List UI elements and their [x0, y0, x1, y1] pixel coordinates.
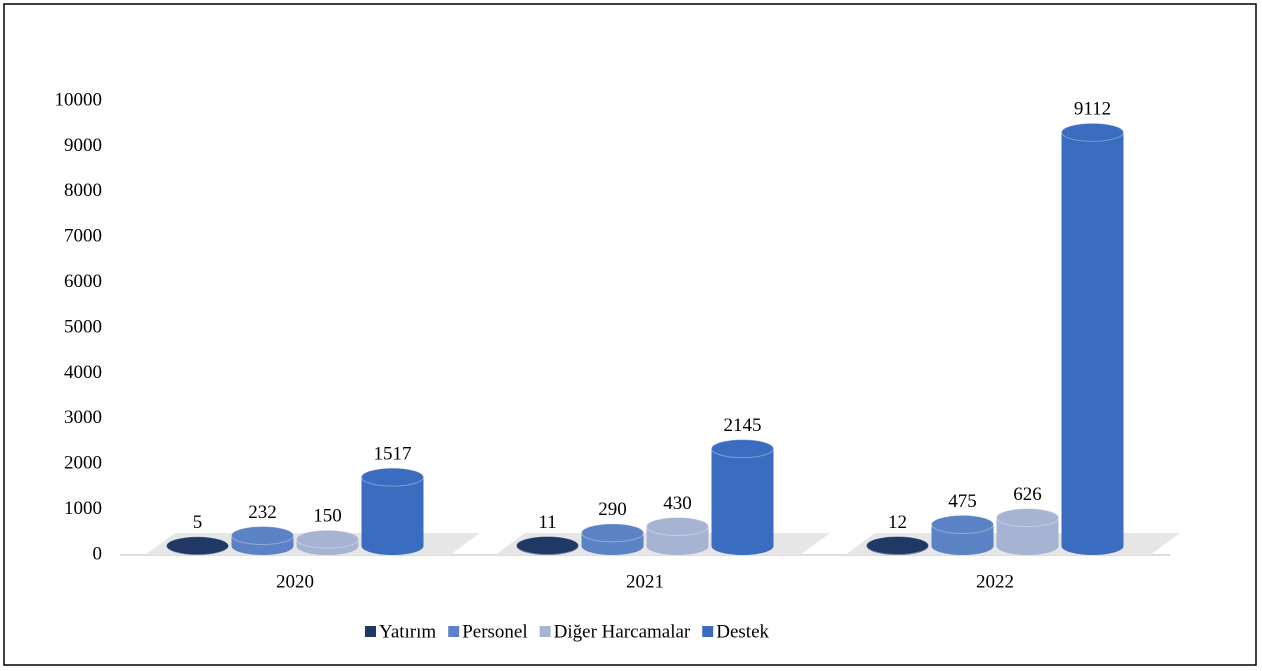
x-tick-label: 2022: [976, 571, 1014, 592]
y-tick-label: 10000: [55, 89, 103, 110]
bar-top: [646, 516, 709, 536]
legend-swatch: [448, 626, 460, 637]
bar-bottom: [646, 537, 709, 555]
bar-bottom: [711, 537, 774, 555]
bar-top: [516, 536, 579, 556]
bar: [711, 448, 774, 546]
bar: [1061, 132, 1124, 547]
bar-bottom: [996, 537, 1059, 555]
y-tick-label: 3000: [64, 407, 102, 428]
bar: [361, 477, 424, 546]
bar-top: [231, 525, 294, 545]
data-label: 626: [1013, 484, 1042, 505]
y-tick-label: 5000: [64, 316, 102, 337]
y-tick-label: 7000: [64, 226, 102, 247]
legend-swatch: [702, 626, 714, 637]
bar-top: [581, 523, 644, 543]
bar-bottom: [1061, 537, 1124, 555]
data-label: 5: [193, 512, 203, 533]
bar-top: [711, 439, 774, 459]
legend-label: Personel: [462, 621, 527, 642]
data-label: 290: [598, 499, 627, 520]
data-label: 1517: [374, 443, 412, 464]
data-label: 430: [663, 493, 692, 514]
bar-top: [1061, 122, 1124, 142]
data-label: 11: [538, 512, 556, 533]
legend-label: Yatırım: [379, 621, 436, 642]
y-tick-label: 1000: [64, 498, 102, 519]
x-tick-label: 2021: [626, 571, 664, 592]
bar-top: [361, 467, 424, 487]
data-label: 9112: [1074, 99, 1111, 120]
bar-top: [866, 535, 929, 555]
legend-swatch: [539, 626, 551, 637]
bar-bottom: [931, 537, 994, 555]
bar-top: [166, 536, 229, 556]
data-label: 12: [888, 512, 907, 533]
bar-top: [996, 508, 1059, 528]
legend-label: Diğer Harcamalar: [554, 621, 691, 642]
legend-swatch: [365, 626, 376, 637]
bar-top: [931, 514, 994, 534]
y-tick-label: 0: [93, 543, 103, 564]
bar-bottom: [361, 537, 424, 555]
x-tick-label: 2020: [276, 571, 314, 592]
data-label: 475: [948, 491, 977, 512]
y-tick-label: 2000: [64, 453, 102, 474]
bar-bottom: [581, 537, 644, 555]
data-label: 150: [313, 506, 342, 527]
y-tick-label: 6000: [64, 271, 102, 292]
y-tick-label: 8000: [64, 180, 102, 201]
y-tick-label: 9000: [64, 135, 102, 156]
data-label: 232: [248, 502, 277, 523]
legend-label: Destek: [716, 621, 769, 642]
y-tick-label: 4000: [64, 362, 102, 383]
bar-top: [296, 529, 359, 549]
data-label: 2145: [724, 415, 762, 436]
